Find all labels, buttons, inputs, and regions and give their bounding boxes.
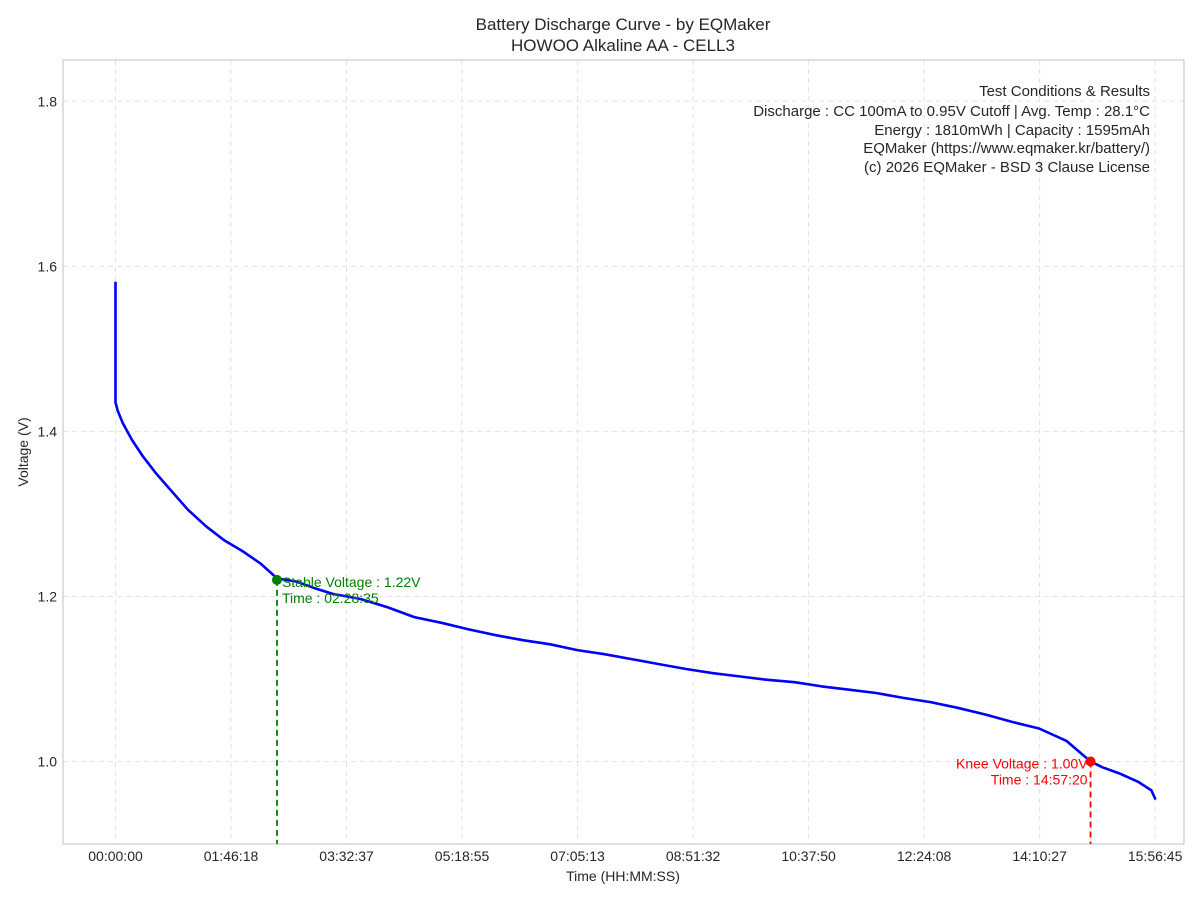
x-tick-label-8: 14:10:27 [1012,848,1067,864]
x-tick-label-7: 12:24:08 [897,848,952,864]
x-tick-labels: 00:00:00 01:46:18 03:32:37 05:18:55 07:05:13… [88,848,1182,864]
stable-label-time: Time : 02:28:35 [282,590,379,606]
x-tick-label-0: 00:00:00 [88,848,143,864]
y-tick-label-4: 1.8 [38,93,58,109]
y-tick-label-1: 1.2 [38,588,58,604]
info-line-discharge: Discharge : CC 100mA to 0.95V Cutoff | A… [753,103,1150,120]
info-line-website: EQMaker (https://www.eqmaker.kr/battery/… [863,140,1150,157]
stable-marker-point [271,574,282,585]
chart-title: Battery Discharge Curve - by EQMaker [476,15,771,34]
x-tick-label-5: 08:51:32 [666,848,721,864]
stable-label-voltage: Stable Voltage : 1.22V [282,574,421,590]
grid-lines [63,60,1184,844]
x-tick-label-6: 10:37:50 [781,848,836,864]
y-tick-labels: 1.0 1.2 1.4 1.6 1.8 [38,93,58,769]
info-line-energy: Energy : 1810mWh | Capacity : 1595mAh [874,122,1150,139]
info-box: Test Conditions & Results Discharge : CC… [753,83,1150,176]
x-tick-label-4: 07:05:13 [550,848,605,864]
y-tick-label-3: 1.6 [38,258,58,274]
chart-subtitle: HOWOO Alkaline AA - CELL3 [511,36,735,55]
info-line-heading: Test Conditions & Results [979,83,1150,100]
x-tick-label-1: 01:46:18 [204,848,259,864]
x-axis-label: Time (HH:MM:SS) [566,868,680,884]
info-line-license: (c) 2026 EQMaker - BSD 3 Clause License [864,159,1150,176]
plot-frame [62,59,1185,845]
knee-label-voltage: Knee Voltage : 1.00V [956,755,1088,771]
y-tick-label-0: 1.0 [38,753,58,769]
knee-label-time: Time : 14:57:20 [991,771,1088,787]
series-line-voltage [114,281,1157,800]
knee-marker-point [1085,756,1096,767]
series-group [114,281,1157,800]
y-tick-label-2: 1.4 [38,423,58,439]
x-tick-label-2: 03:32:37 [319,848,374,864]
x-tick-label-3: 05:18:55 [435,848,490,864]
y-axis-label: Voltage (V) [15,417,31,486]
x-tick-label-9: 15:56:45 [1128,848,1183,864]
